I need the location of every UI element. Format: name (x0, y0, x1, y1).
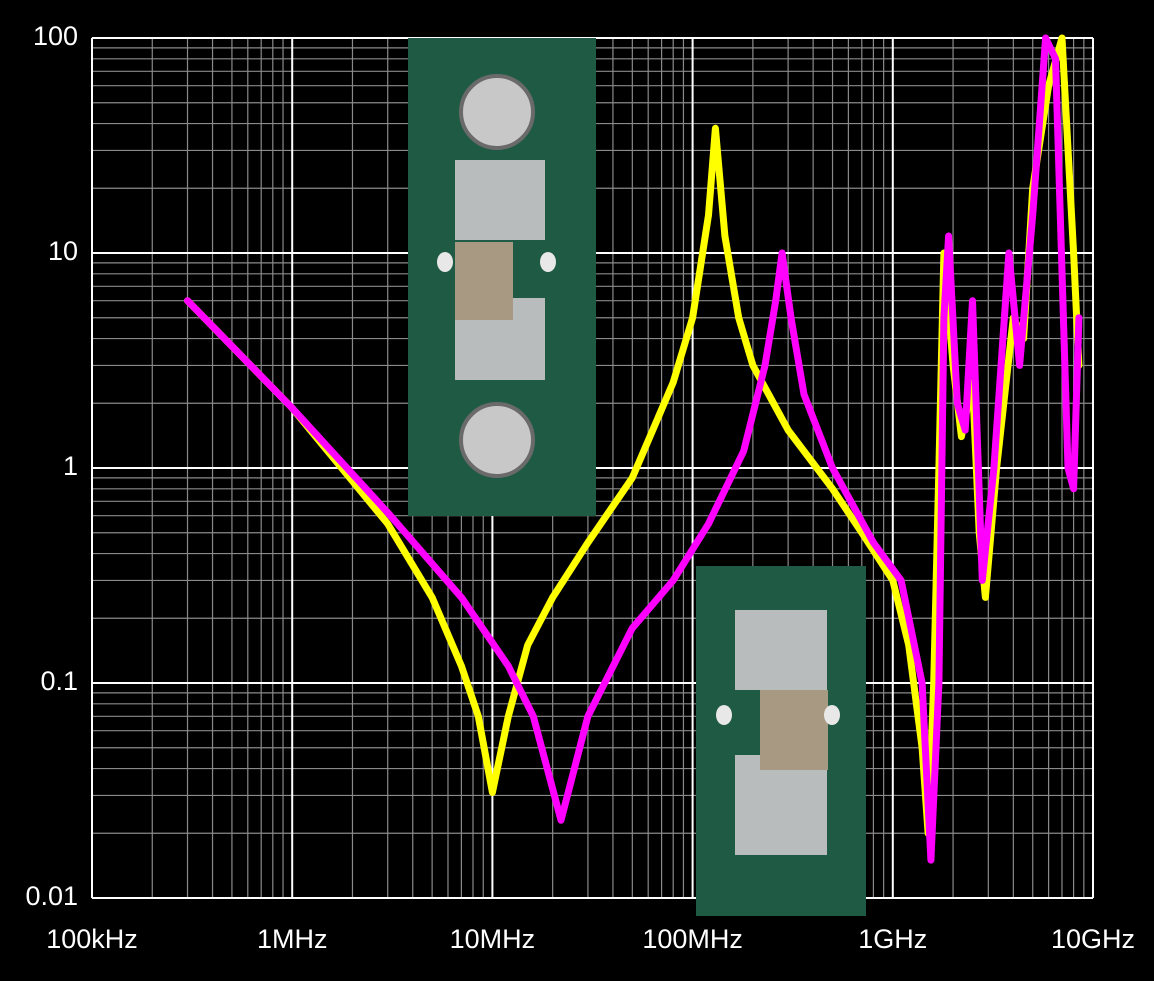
y-tick-label: 1 (63, 451, 78, 481)
y-tick-label: 0.01 (25, 881, 78, 911)
x-tick-label: 10GHz (1051, 924, 1135, 954)
photo-inset (408, 38, 596, 516)
x-tick-label: 1GHz (858, 924, 927, 954)
y-tick-label: 0.1 (40, 666, 78, 696)
x-tick-label: 1MHz (257, 924, 328, 954)
chart: 100kHz 1MHz 10MHz 100MHz 1GHz 10GHz 0.01 0.1 1 10… (0, 0, 1154, 981)
x-tick-label: 10MHz (450, 924, 536, 954)
x-tick-label: 100MHz (642, 924, 743, 954)
y-tick-label: 10 (48, 236, 78, 266)
photo-inset (696, 566, 866, 916)
x-tick-label: 100kHz (46, 924, 138, 954)
y-tick-label: 100 (33, 21, 78, 51)
